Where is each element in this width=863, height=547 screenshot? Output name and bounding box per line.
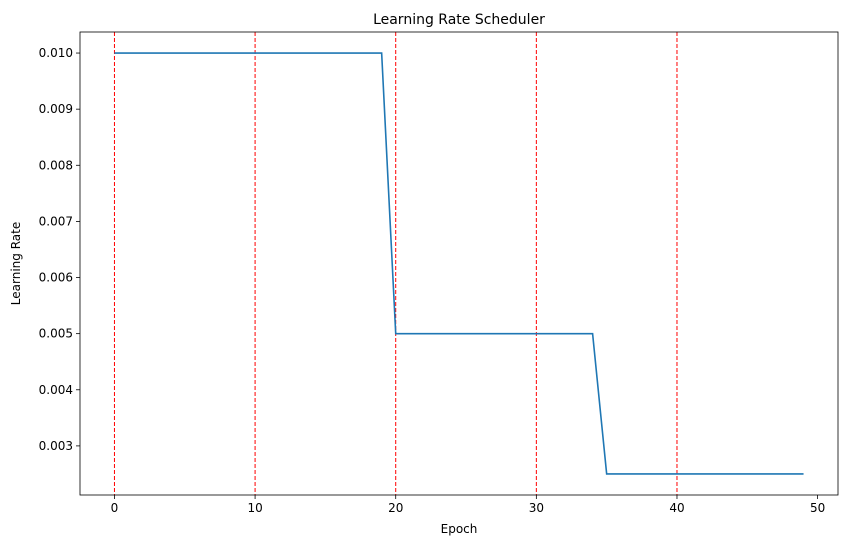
y-tick-label-4: 0.007	[39, 214, 73, 228]
x-axis: 0 10 20 30 40 50	[111, 495, 825, 515]
x-tick-label-5: 50	[810, 501, 825, 515]
epoch-markers	[113, 32, 678, 495]
y-tick-label-0: 0.003	[39, 439, 73, 453]
x-tick-label-4: 40	[669, 501, 684, 515]
y-tick-label-1: 0.004	[39, 383, 73, 397]
x-axis-label: Epoch	[441, 522, 478, 536]
y-axis-label: Learning Rate	[9, 222, 23, 305]
series-group	[114, 52, 804, 475]
plot-area	[80, 32, 838, 495]
y-axis: 0.003 0.004 0.005 0.006 0.007 0.008 0.009 0.010	[39, 46, 80, 453]
x-tick-label-3: 30	[529, 501, 544, 515]
x-tick-label-1: 10	[247, 501, 262, 515]
y-tick-label-2: 0.005	[39, 327, 73, 341]
plot-frame	[79, 31, 839, 496]
series-line-0	[114, 52, 804, 475]
x-tick-label-2: 20	[388, 501, 403, 515]
y-tick-label-5: 0.008	[39, 158, 73, 172]
y-tick-label-3: 0.006	[39, 271, 73, 285]
chart-title: Learning Rate Scheduler	[373, 12, 545, 28]
y-tick-label-6: 0.009	[39, 102, 73, 116]
y-tick-label-7: 0.010	[39, 46, 73, 60]
x-tick-label-0: 0	[111, 501, 119, 515]
